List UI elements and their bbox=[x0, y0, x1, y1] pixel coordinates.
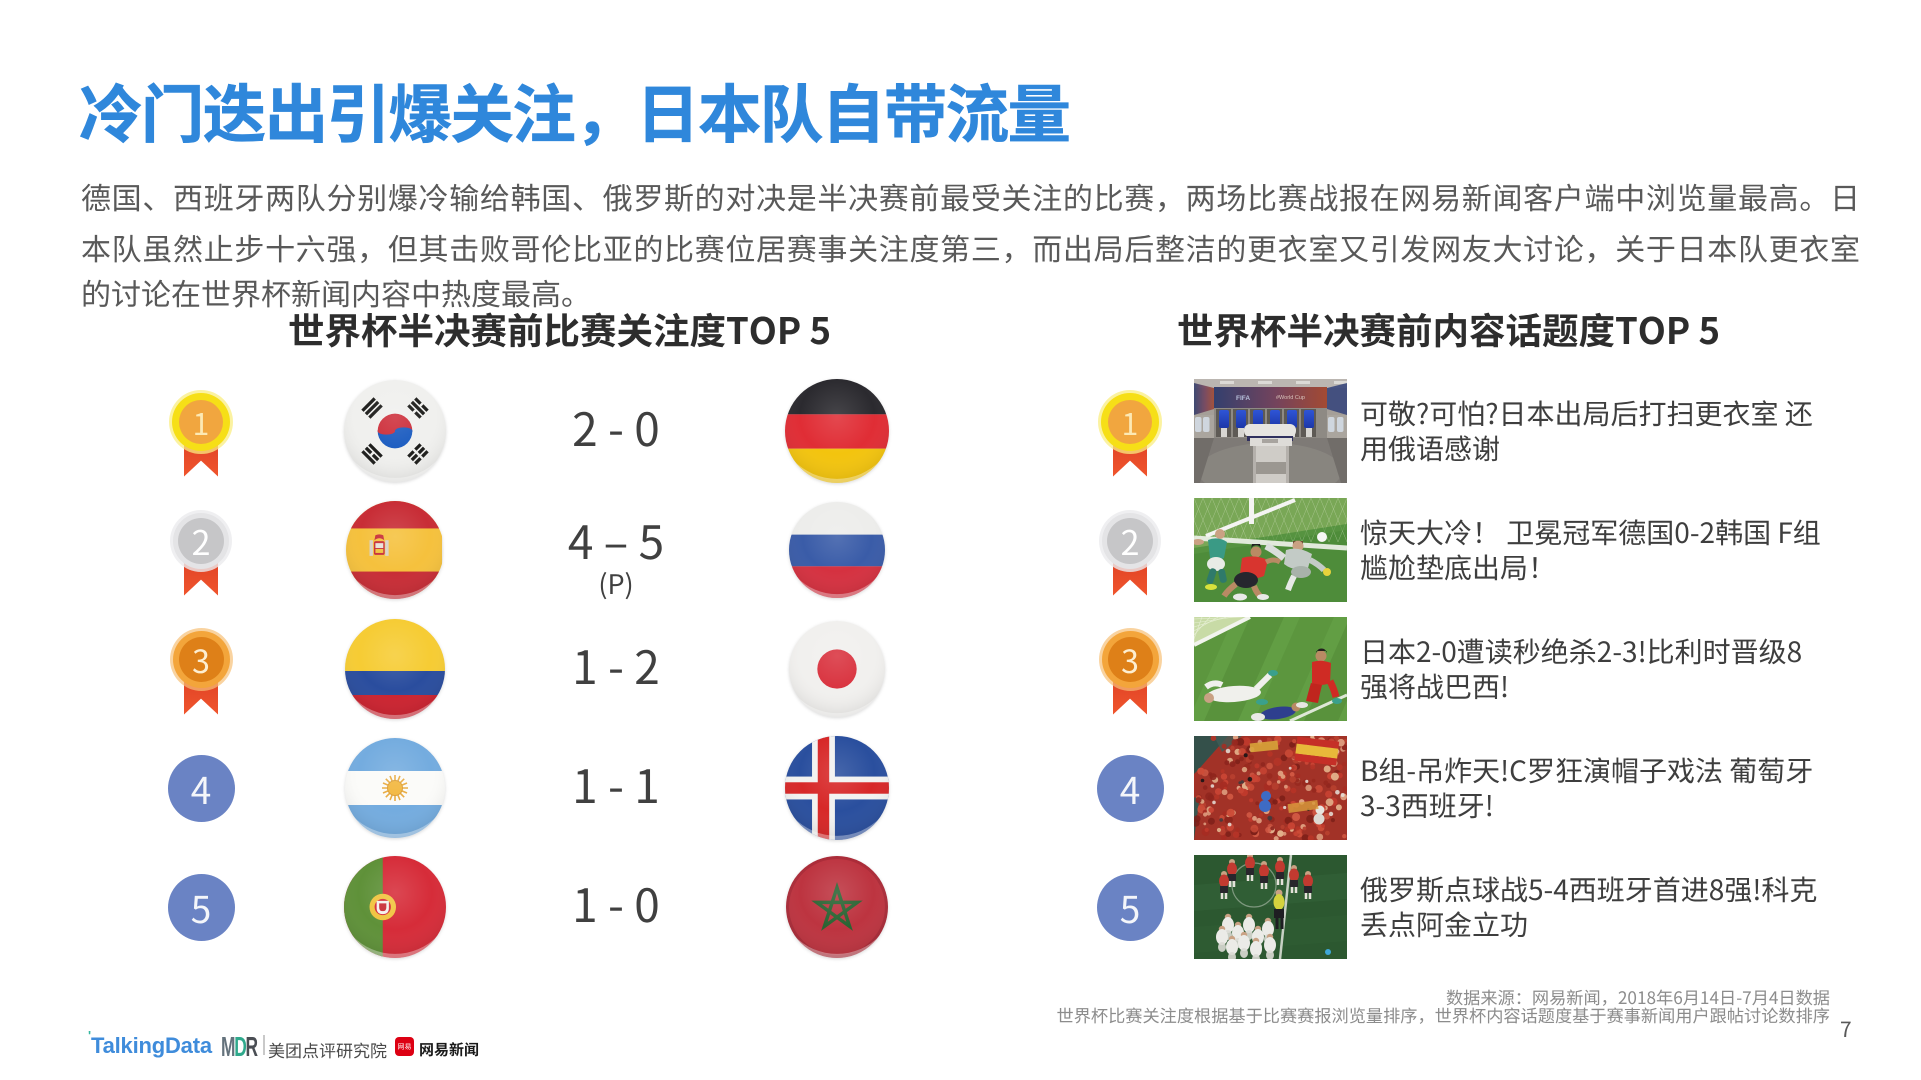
svg-text:FIFA: FIFA bbox=[1236, 395, 1250, 402]
svg-text:#World Cup: #World Cup bbox=[1276, 395, 1305, 401]
